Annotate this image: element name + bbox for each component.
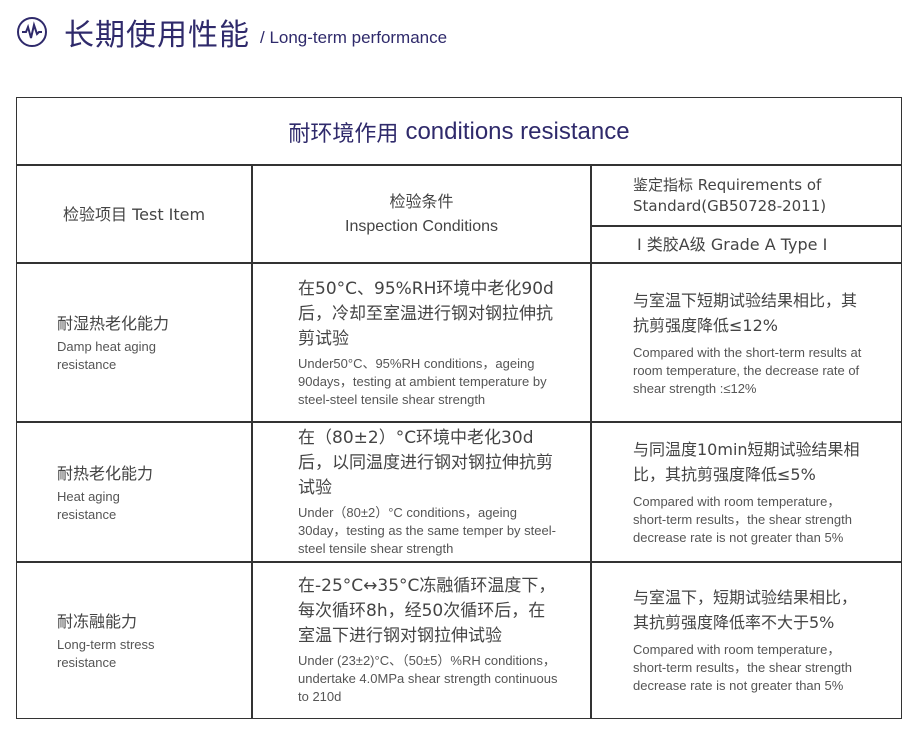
test-item-cell: 耐湿热老化能力 Damp heat aging resistance bbox=[16, 262, 253, 423]
condition-en: Under（80±2）°C conditions，ageing 30day，te… bbox=[298, 505, 556, 556]
pulse-icon bbox=[17, 17, 47, 47]
col2-cn: 检验条件 bbox=[389, 192, 454, 211]
requirement-cell: 与同温度10min短期试验结果相比，其抗剪强度降低≤5% Compared wi… bbox=[590, 421, 902, 563]
page-subtitle: / Long-term performance bbox=[260, 28, 448, 47]
col3-grade: Ⅰ 类胶A级 Grade A Type Ⅰ bbox=[637, 235, 828, 254]
col3-label: 鉴定指标 Requirements of Standard(GB50728-20… bbox=[633, 175, 827, 215]
requirement-en: Compared with room temperature，short-ter… bbox=[633, 642, 852, 693]
item-cn: 耐热老化能力 bbox=[57, 463, 154, 483]
test-item-cell: 耐热老化能力 Heat aging resistance bbox=[16, 421, 253, 563]
condition-en: Under50°C、95%RH conditions，ageing 90days… bbox=[298, 355, 547, 407]
requirement-en: Compared with room temperature，short-ter… bbox=[633, 494, 852, 545]
condition-cn: 在50°C、95%RH环境中老化90d后，冷却至室温进行钢对钢拉伸抗剪试验 bbox=[298, 278, 554, 349]
condition-cell: 在50°C、95%RH环境中老化90d后，冷却至室温进行钢对钢拉伸抗剪试验 Un… bbox=[251, 262, 592, 423]
header-grade: Ⅰ 类胶A级 Grade A Type Ⅰ bbox=[590, 225, 902, 264]
item-cn: 耐冻融能力 bbox=[57, 611, 138, 631]
requirement-cell: 与室温下，短期试验结果相比，其抗剪强度降低率不大于5% Compared wit… bbox=[590, 561, 902, 719]
table-title-en: conditions resistance bbox=[405, 117, 630, 145]
requirement-cn: 与室温下，短期试验结果相比，其抗剪强度降低率不大于5% bbox=[633, 588, 858, 632]
condition-cn: 在-25°C↔35°C冻融循环温度下，每次循环8h，经50次循环后，在室温下进行… bbox=[298, 576, 556, 646]
item-en: Heat aging resistance bbox=[57, 488, 120, 522]
condition-en: Under (23±2)°C、（50±5）%RH conditions，unde… bbox=[298, 653, 558, 704]
requirement-cn: 与同温度10min短期试验结果相比，其抗剪强度降低≤5% bbox=[633, 440, 860, 484]
condition-cell: 在（80±2）°C环境中老化30d后，以同温度进行钢对钢拉伸抗剪试验 Under… bbox=[251, 421, 592, 563]
section-header: 长期使用性能 / Long-term performance bbox=[16, 10, 447, 54]
page-title: 长期使用性能 bbox=[64, 18, 250, 53]
requirement-cell: 与室温下短期试验结果相比，其抗剪强度降低≤12% Compared with t… bbox=[590, 262, 902, 423]
header-test-item: 检验项目 Test Item bbox=[16, 164, 253, 264]
header-requirements: 鉴定指标 Requirements of Standard(GB50728-20… bbox=[590, 164, 902, 227]
item-en: Long-term stress resistance bbox=[57, 636, 155, 670]
requirement-cn: 与室温下短期试验结果相比，其抗剪强度降低≤12% bbox=[633, 290, 858, 335]
condition-cn: 在（80±2）°C环境中老化30d后，以同温度进行钢对钢拉伸抗剪试验 bbox=[298, 428, 553, 498]
col2-en: Inspection Conditions bbox=[345, 218, 498, 235]
item-cn: 耐湿热老化能力 bbox=[57, 314, 170, 333]
table-title: 耐环境作用 conditions resistance bbox=[16, 97, 902, 166]
table-title-cn: 耐环境作用 bbox=[288, 121, 399, 147]
test-item-cell: 耐冻融能力 Long-term stress resistance bbox=[16, 561, 253, 719]
condition-cell: 在-25°C↔35°C冻融循环温度下，每次循环8h，经50次循环后，在室温下进行… bbox=[251, 561, 592, 719]
header-conditions: 检验条件 Inspection Conditions bbox=[251, 164, 592, 264]
requirement-en: Compared with the short-term results at … bbox=[633, 344, 862, 396]
col1-label: 检验项目 Test Item bbox=[63, 204, 206, 224]
item-en: Damp heat aging resistance bbox=[57, 339, 157, 372]
